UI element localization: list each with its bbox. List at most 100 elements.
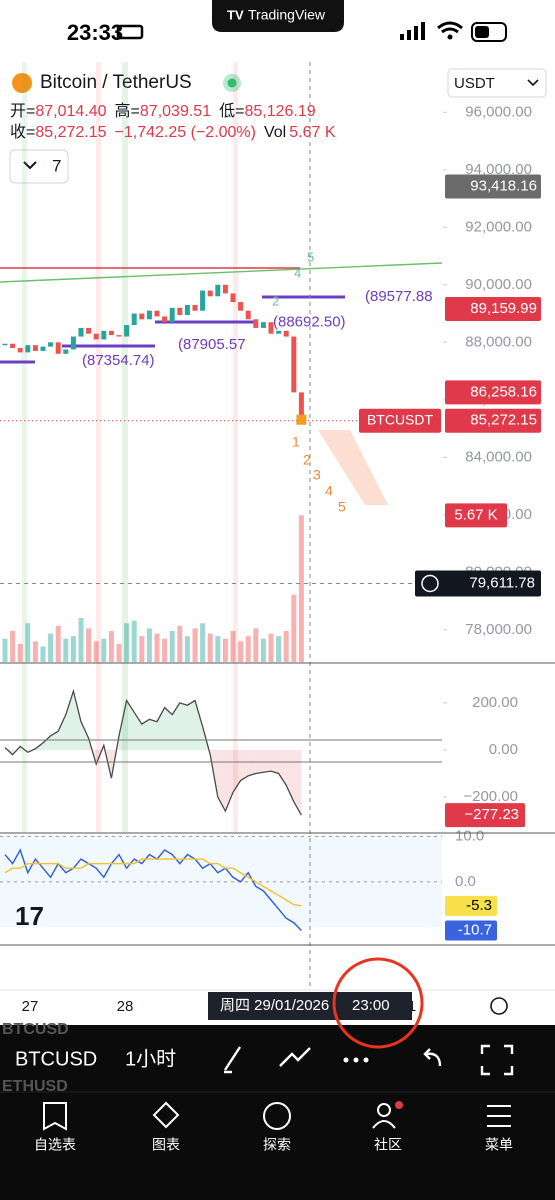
ghost-symbol: BTCUSD <box>2 1021 69 1038</box>
nav-label[interactable]: 社区 <box>374 1137 402 1153</box>
settings-icon[interactable] <box>490 997 508 1015</box>
more-icon[interactable] <box>343 1057 369 1063</box>
volume-bar <box>108 630 114 662</box>
tv-watermark: 17 <box>15 901 44 931</box>
osc-tag <box>445 803 525 828</box>
candle-body <box>93 333 99 340</box>
x-tick-label: 27 <box>22 998 39 1015</box>
bottom-nav: 自选表 图表 探索 社区 菜单 <box>34 1137 513 1153</box>
nav-label[interactable]: 探索 <box>263 1137 291 1153</box>
candle-body <box>86 327 92 334</box>
y-tick-label: 94,000.00 <box>465 161 532 178</box>
indicator-icon[interactable] <box>279 1047 311 1067</box>
wifi-icon <box>437 21 463 34</box>
volume-bar <box>291 594 297 662</box>
tv-logo: TV <box>227 7 244 22</box>
ohlc-value: 87,039.51 <box>140 103 211 120</box>
ohlc-label: 低= <box>219 102 244 120</box>
nav-label[interactable]: 菜单 <box>485 1137 513 1153</box>
candle-body <box>276 330 282 334</box>
y-tick-label: 78,000.00 <box>465 621 532 638</box>
candle-body <box>222 284 228 294</box>
candle-body <box>131 313 137 326</box>
volume-bar <box>55 625 61 662</box>
osc-fill <box>187 700 195 750</box>
volume-bar <box>93 641 99 662</box>
market-status-dot <box>227 78 237 88</box>
currency[interactable]: USDT <box>454 75 495 92</box>
volume-bar <box>116 643 122 662</box>
ghost-symbol: ETHUSD <box>2 1078 68 1095</box>
signal-bands <box>22 62 238 832</box>
osc-fill <box>172 702 180 750</box>
volume-bar <box>17 643 23 662</box>
candle-body <box>70 336 76 350</box>
volume-bar <box>124 623 130 662</box>
ohlc-value: 5.67 K <box>289 124 336 141</box>
candle-body <box>268 322 274 334</box>
candle-body <box>230 293 236 303</box>
volume-bar <box>215 636 221 662</box>
volume-bar <box>268 633 274 662</box>
osc-line <box>4 688 302 816</box>
ohlc-label: 高= <box>115 102 140 120</box>
momentum-tag-label: -10.7 <box>458 921 492 938</box>
price-tag <box>445 174 541 199</box>
projection-zone <box>318 430 388 505</box>
volume-bar <box>276 636 282 662</box>
volume-bar <box>222 638 228 662</box>
momentum-band <box>0 836 442 928</box>
volume-bar <box>283 630 289 662</box>
wave-label: 4 <box>325 483 333 499</box>
nav-label[interactable]: 图表 <box>152 1137 180 1153</box>
volume-bar <box>146 628 152 662</box>
volume-bar <box>207 633 213 662</box>
status-time: 23:33 <box>67 20 123 45</box>
osc-fill <box>126 700 135 750</box>
app-banner <box>212 0 344 32</box>
toolbar-symbol[interactable]: BTCUSD <box>15 1048 97 1070</box>
candle-body <box>283 330 289 337</box>
fullscreen-icon[interactable] <box>480 1044 514 1076</box>
candle-body <box>124 325 130 337</box>
candle-body <box>177 307 183 315</box>
last-price-marker <box>296 414 307 425</box>
osc-fill <box>217 749 226 812</box>
ohlc-label: 开= <box>10 103 35 120</box>
ohlc-value: 85,272.15 <box>35 124 106 141</box>
crosshair-date: 周四 29/01/2026 <box>220 997 329 1014</box>
candle-body <box>139 313 145 320</box>
hand-drawn-circle <box>332 957 424 1049</box>
candle-body <box>298 392 304 421</box>
indicator-toggle[interactable] <box>9 149 69 184</box>
price-plot: 96,000.00 94,000.00 92,000.00 90,000.00 88,0… <box>0 103 541 1015</box>
volume-bar <box>154 633 160 662</box>
candle-body <box>169 307 175 323</box>
volume-bar <box>245 636 251 662</box>
ohlc-label: 收= <box>10 123 35 141</box>
volume-bar <box>169 630 175 662</box>
candle-body <box>245 310 251 320</box>
indicator-count[interactable]: 7 <box>52 156 61 175</box>
momentum-tag-label: -5.3 <box>466 897 492 914</box>
price-tag <box>445 380 541 405</box>
trend-line <box>0 262 443 283</box>
nav-label[interactable]: 自选表 <box>34 1137 76 1153</box>
candle-body <box>238 302 244 311</box>
volume-bar <box>70 636 76 662</box>
y-tick-label: 96,000.00 <box>465 103 532 120</box>
toolbar-interval[interactable]: 1小时 <box>125 1047 176 1070</box>
candle-body <box>162 316 168 323</box>
level-label: (87354.74) <box>82 352 155 369</box>
undo-icon[interactable] <box>423 1048 442 1067</box>
osc-fill <box>73 691 81 750</box>
wave-label: 2 <box>272 293 279 308</box>
currency-box[interactable] <box>447 68 547 98</box>
candle-body <box>32 345 38 351</box>
draw-icon[interactable] <box>223 1046 242 1074</box>
y-tick-label: 10.0 <box>455 827 484 844</box>
wifi-dot <box>447 34 453 40</box>
volume-bar <box>101 638 107 662</box>
osc-fill <box>119 700 127 750</box>
signal-icon <box>400 22 425 40</box>
